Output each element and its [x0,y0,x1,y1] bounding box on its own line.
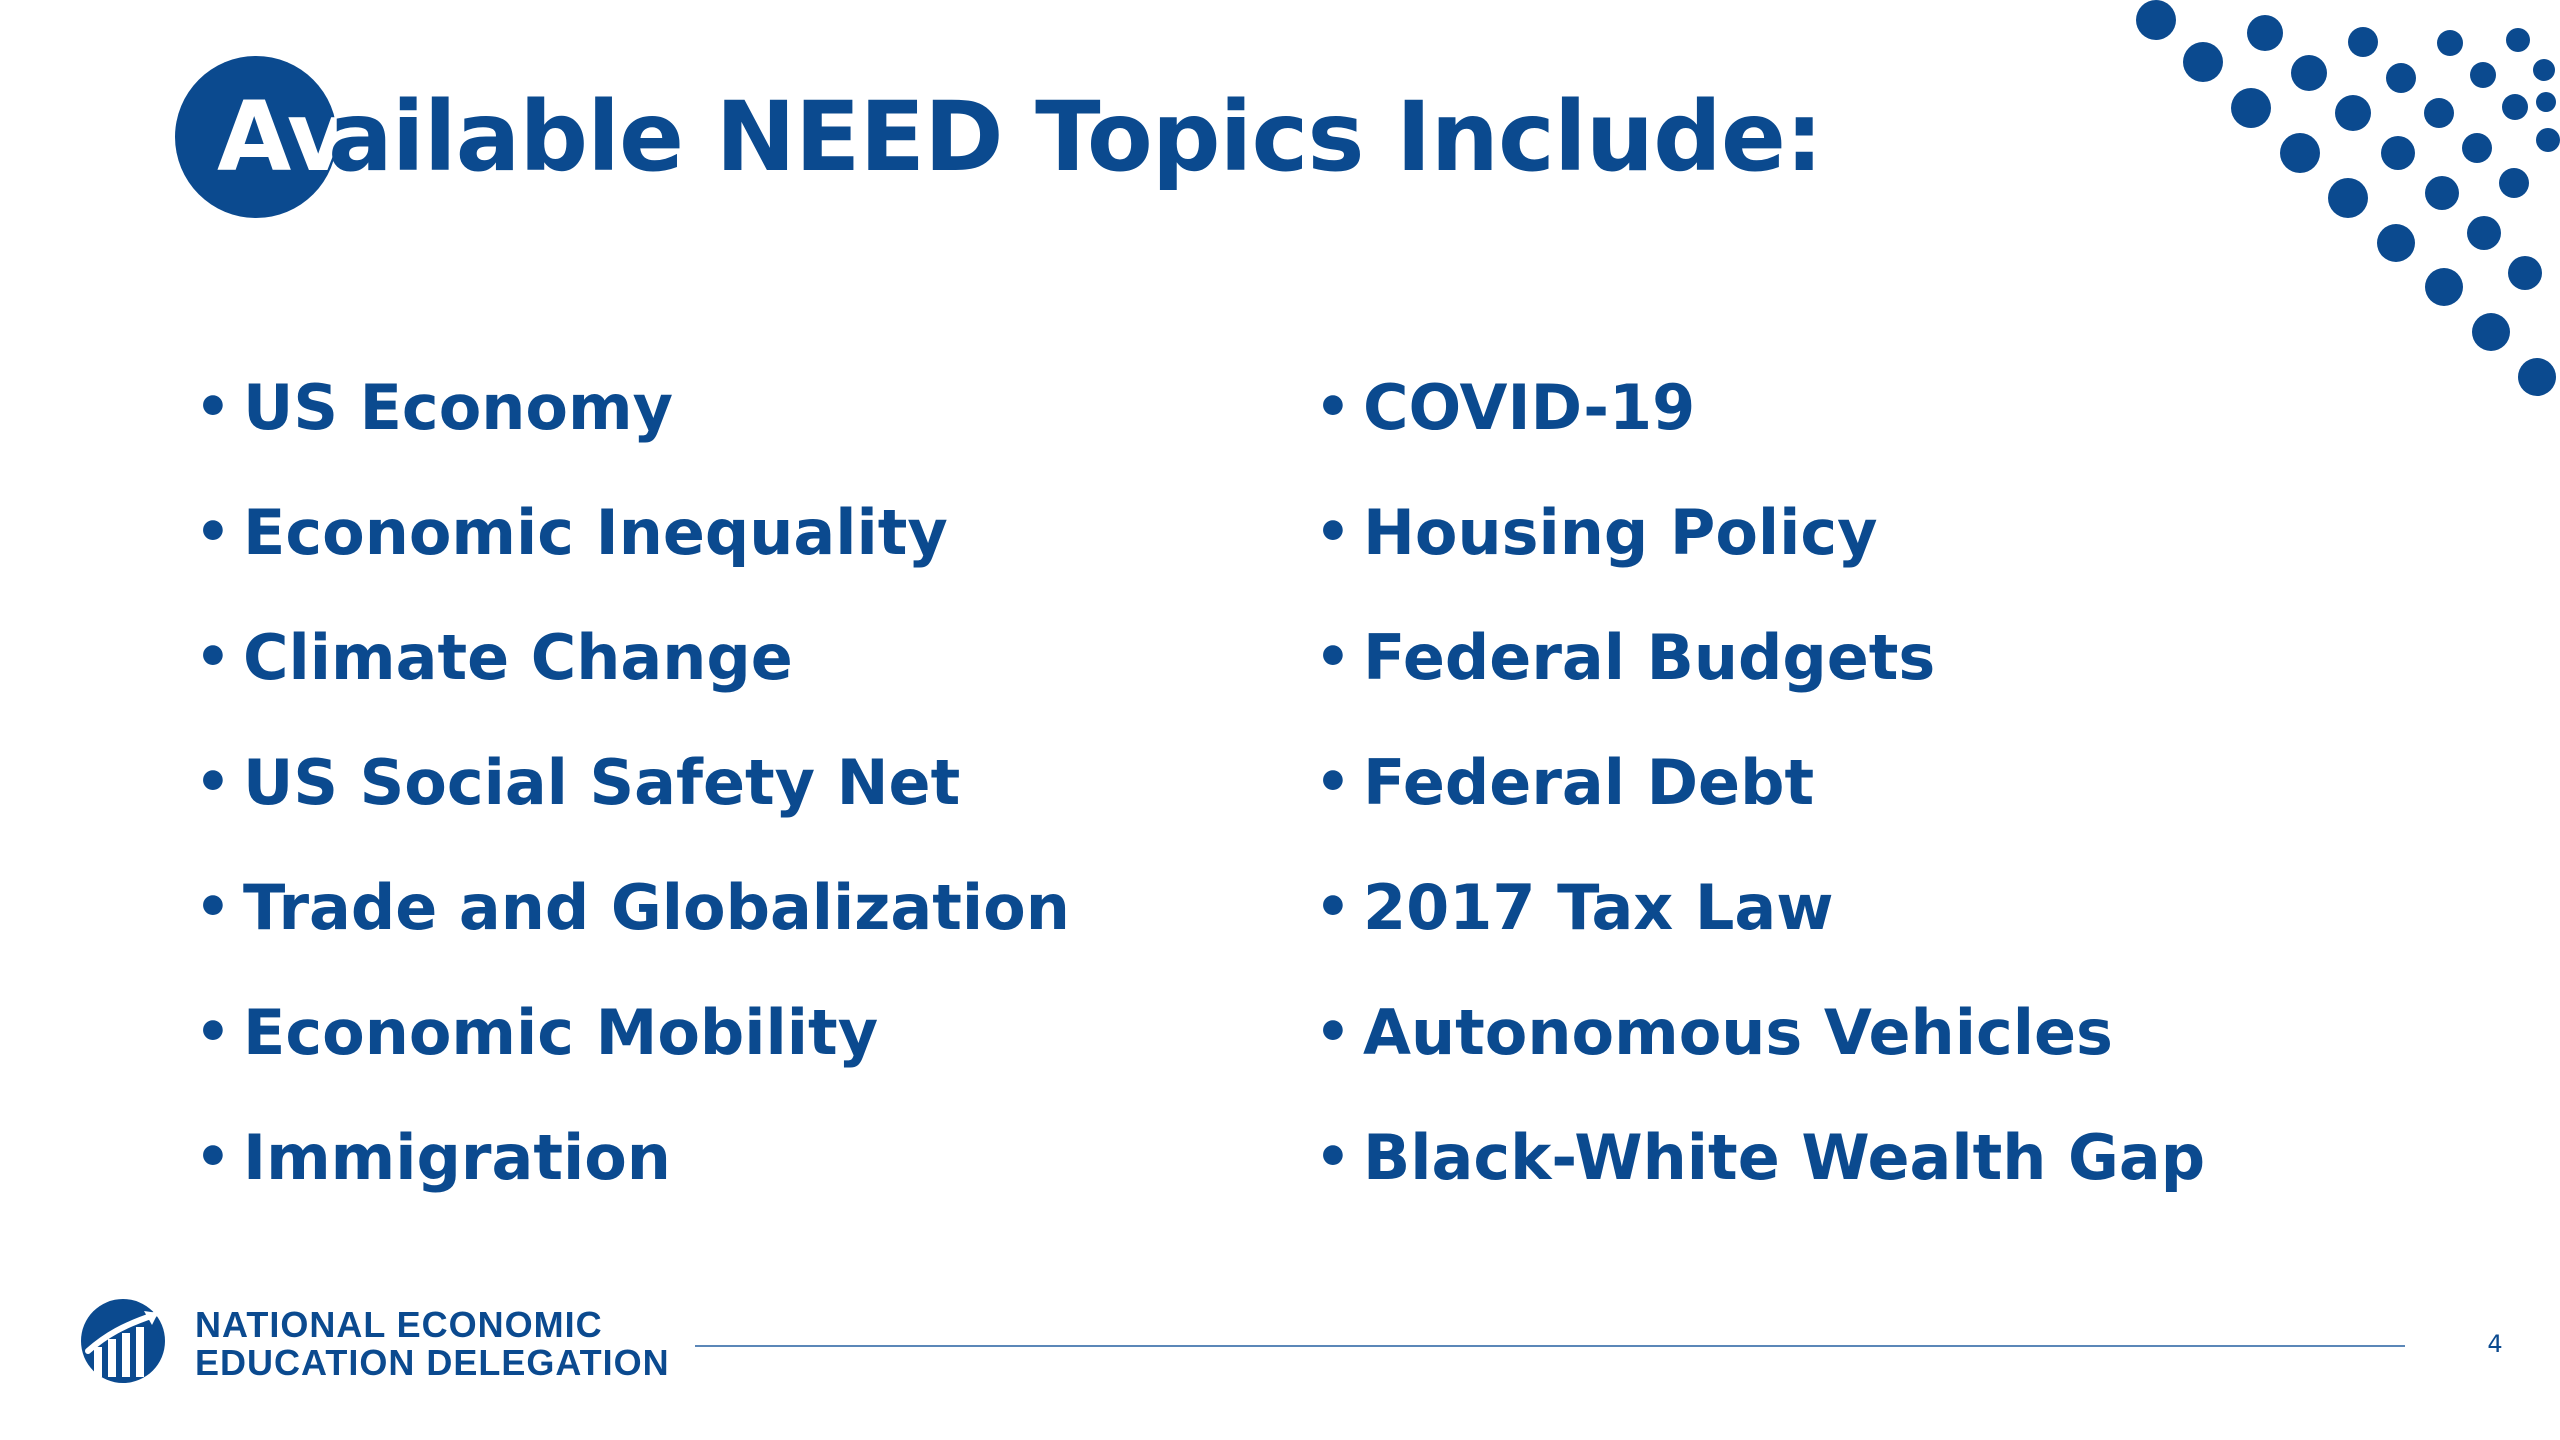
topic-label: Federal Debt [1363,746,1815,819]
bullet-glyph: • [195,1000,231,1065]
topic-item: • Economic Inequality [195,475,1245,600]
need-logo-icon [81,1299,165,1383]
topic-label: 2017 Tax Law [1363,871,1834,944]
footer-divider [695,1345,2405,1347]
topic-label: Climate Change [243,621,793,694]
bullet-glyph: • [195,1125,231,1190]
topic-label: Economic Inequality [243,496,948,569]
topic-label: COVID-19 [1363,371,1696,444]
bullet-glyph: • [195,875,231,940]
bullet-glyph: • [1315,1125,1351,1190]
topic-item: • US Economy [195,350,1245,475]
bullet-glyph: • [1315,875,1351,940]
slide-title-part-a: Av [217,81,349,193]
topic-label: Autonomous Vehicles [1363,996,2113,1069]
bullet-glyph: • [195,750,231,815]
topic-list-right: • COVID-19 • Housing Policy • Federal Budge… [1315,350,2515,1225]
topic-item: • Black-White Wealth Gap [1315,1100,2515,1225]
topic-label: Black-White Wealth Gap [1363,1121,2206,1194]
bullet-glyph: • [195,625,231,690]
bullet-glyph: • [195,375,231,440]
page-number: 4 [2487,1330,2503,1358]
topic-item: • Immigration [195,1100,1245,1225]
decorative-dot-pattern [2136,0,2560,396]
bullet-glyph: • [1315,375,1351,440]
bullet-glyph: • [1315,750,1351,815]
topic-item: • Housing Policy [1315,475,2515,600]
bullet-glyph: • [1315,625,1351,690]
topic-item: • Federal Debt [1315,725,2515,850]
topic-label: Housing Policy [1363,496,1878,569]
title-accent-circle [175,56,337,218]
organization-name: NATIONAL ECONOMIC EDUCATION DELEGATION [195,1306,675,1386]
topic-label: US Economy [243,371,674,444]
bullet-glyph: • [195,500,231,565]
topic-label: Federal Budgets [1363,621,1936,694]
organization-name-line-2: EDUCATION DELEGATION [195,1342,670,1383]
topic-label: Economic Mobility [243,996,879,1069]
bullet-glyph: • [1315,1000,1351,1065]
topic-item: • US Social Safety Net [195,725,1245,850]
topic-list-left: • US Economy • Economic Inequality • Climat… [195,350,1245,1225]
topic-item: • Federal Budgets [1315,600,2515,725]
topic-item: • COVID-19 [1315,350,2515,475]
topic-label: Trade and Globalization [243,871,1070,944]
topic-label: Immigration [243,1121,671,1194]
topic-item: • Economic Mobility [195,975,1245,1100]
bullet-glyph: • [1315,500,1351,565]
topic-label: US Social Safety Net [243,746,961,819]
topic-item: • Climate Change [195,600,1245,725]
slide-title-part-b: ailable NEED Topics Include: [328,81,1823,193]
topic-item: • Trade and Globalization [195,850,1245,975]
organization-name-line-1: NATIONAL ECONOMIC [195,1304,603,1345]
topic-item: • 2017 Tax Law [1315,850,2515,975]
topic-item: • Autonomous Vehicles [1315,975,2515,1100]
